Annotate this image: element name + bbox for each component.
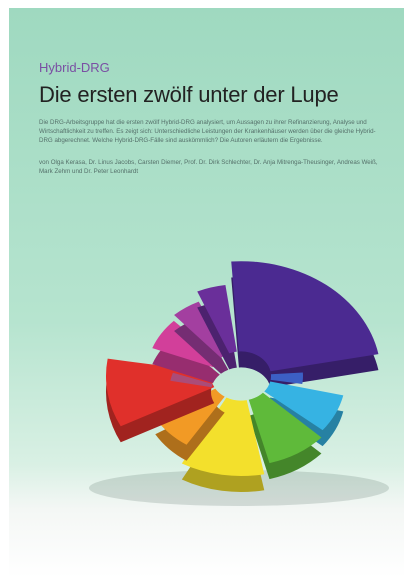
headline: Die ersten zwölf unter der Lupe — [39, 82, 339, 107]
wedge-top — [248, 392, 322, 464]
authors: von Olga Kerasa, Dr. Linus Jacobs, Carst… — [39, 159, 378, 175]
wedge-top — [174, 301, 229, 358]
wedge-top — [264, 381, 344, 431]
wheel-illustration — [89, 261, 389, 506]
wedge-top — [181, 397, 265, 477]
wedge-top — [106, 358, 215, 427]
wedge-top — [270, 372, 303, 384]
intro-text: Die DRG-Arbeitsgruppe hat die ersten zwö… — [39, 119, 376, 144]
magazine-page: Hybrid-DRG Die ersten zwölf unter der Lu… — [9, 8, 404, 578]
wedge-side — [174, 317, 229, 374]
wedge-top — [231, 261, 379, 372]
kicker: Hybrid-DRG — [39, 60, 110, 75]
wedge-side — [170, 372, 213, 388]
wedge-top — [197, 285, 237, 354]
